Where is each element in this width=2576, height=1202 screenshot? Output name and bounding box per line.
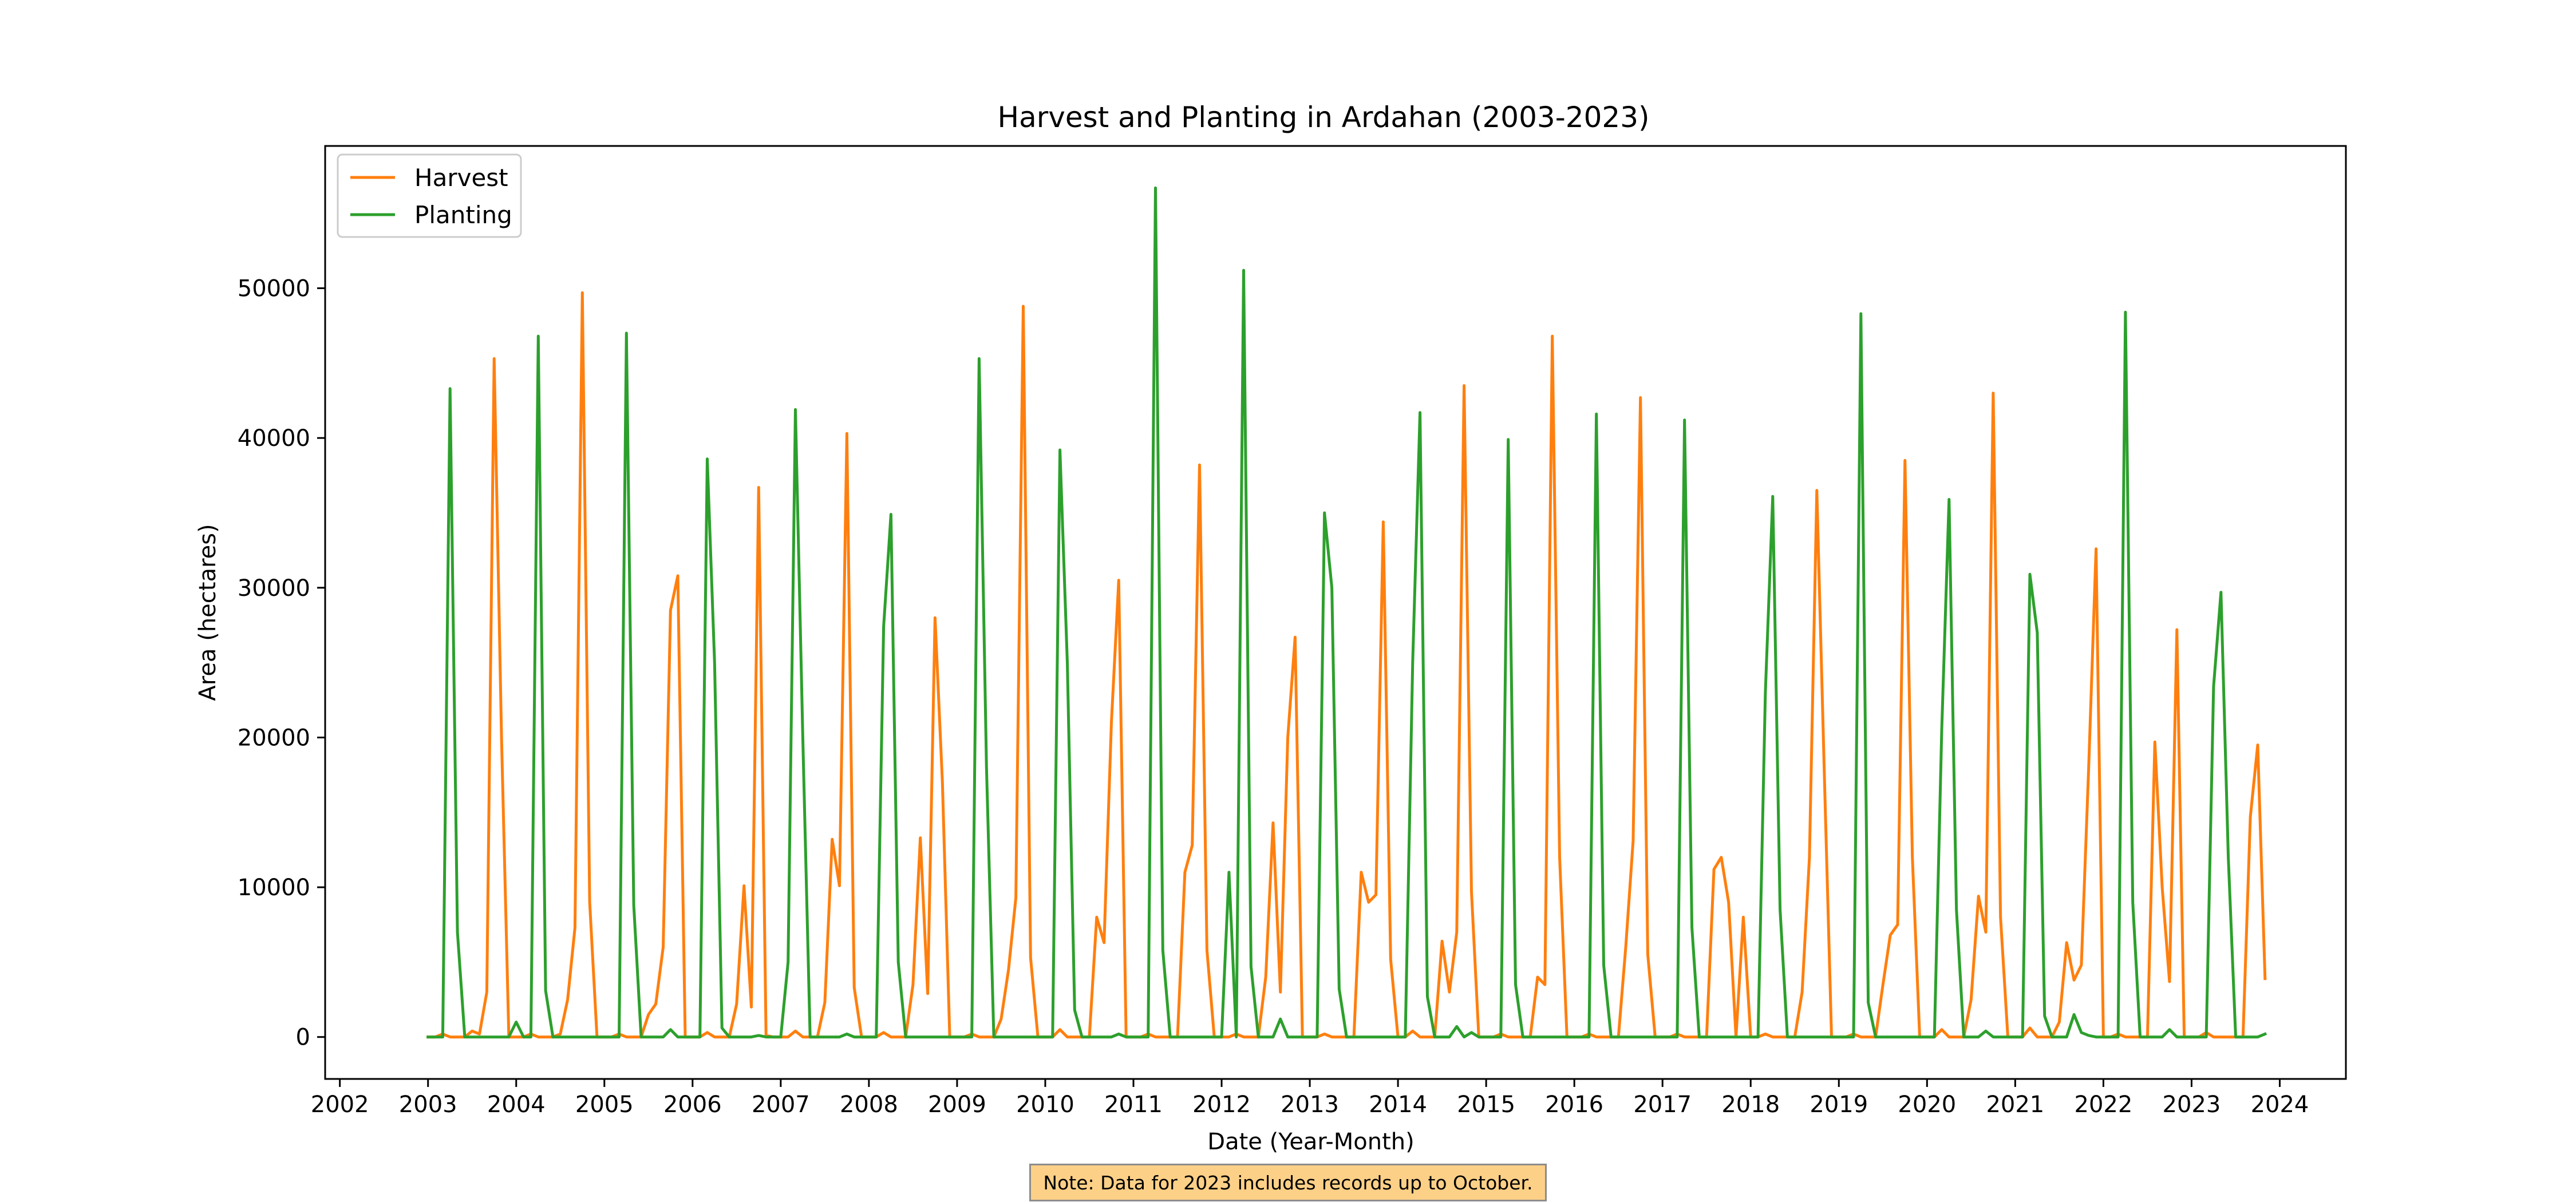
y-axis: 0 10000 20000 30000 40000 50000 (238, 276, 325, 1051)
x-tick-label: 2009 (928, 1092, 986, 1118)
x-tick-label: 2002 (311, 1092, 369, 1118)
x-tick-label: 2008 (840, 1092, 898, 1118)
x-tick-label: 2016 (1545, 1092, 1603, 1118)
plot-area (324, 145, 2347, 1080)
x-tick-label: 2018 (1721, 1092, 1780, 1118)
legend-label-planting: Planting (414, 201, 512, 229)
x-tick-label: 2024 (2251, 1092, 2309, 1118)
x-tick-label: 2006 (663, 1092, 722, 1118)
y-tick-label: 40000 (238, 425, 310, 452)
x-tick-label: 2010 (1016, 1092, 1074, 1118)
x-tick-label: 2004 (487, 1092, 546, 1118)
legend-label-harvest: Harvest (414, 164, 508, 192)
x-tick-label: 2023 (2163, 1092, 2221, 1118)
x-tick-label: 2019 (1809, 1092, 1868, 1118)
y-tick-label: 10000 (238, 875, 310, 901)
x-tick-label: 2021 (1986, 1092, 2044, 1118)
x-tick-label: 2005 (575, 1092, 634, 1118)
x-tick-label: 2022 (2075, 1092, 2133, 1118)
y-tick-label: 30000 (238, 575, 310, 602)
legend-frame (337, 153, 522, 238)
x-tick-label: 2003 (399, 1092, 457, 1118)
series-layer (426, 186, 2267, 1039)
x-tick-label: 2014 (1369, 1092, 1427, 1118)
x-axis-label: Date (Year-Month) (1207, 1129, 1414, 1155)
x-tick-label: 2017 (1633, 1092, 1692, 1118)
chart-title: Harvest and Planting in Ardahan (2003-20… (997, 101, 1649, 134)
x-tick-label: 2015 (1457, 1092, 1515, 1118)
x-tick-label: 2012 (1192, 1092, 1251, 1118)
x-tick-label: 2020 (1898, 1092, 1956, 1118)
x-tick-label: 2013 (1281, 1092, 1339, 1118)
legend: Harvest Planting (337, 153, 522, 238)
y-tick-label: 20000 (238, 725, 310, 751)
x-tick-label: 2011 (1104, 1092, 1163, 1118)
series-line-planting (426, 186, 2267, 1039)
data-note: Note: Data for 2023 includes records up … (1029, 1164, 1547, 1201)
y-tick-label: 50000 (238, 276, 310, 302)
y-tick-label: 0 (296, 1025, 310, 1051)
x-axis: 2002 2003 2004 2005 2006 2007 2008 2009 2010 2011… (311, 1079, 2309, 1118)
y-axis-label: Area (hectares) (195, 524, 221, 701)
x-tick-label: 2007 (752, 1092, 810, 1118)
